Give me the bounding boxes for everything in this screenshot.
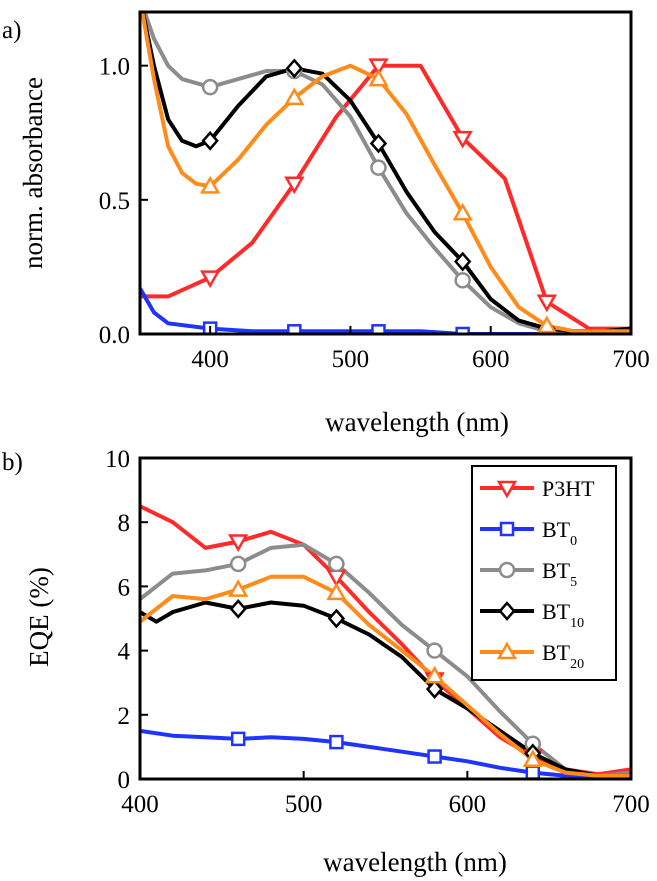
b-series-line-bt5	[140, 542, 631, 778]
b-series-line-bt20	[140, 574, 631, 778]
a-marker-p3ht	[452, 130, 473, 149]
legend-entry-label: BT0	[542, 517, 577, 549]
legend-entry-base: BT	[542, 599, 571, 624]
b-ytick-label: 8	[118, 510, 131, 537]
legend-entry-subscript: 5	[570, 575, 577, 590]
legend-marker	[499, 521, 515, 537]
b-xtick-label: 500	[285, 791, 323, 818]
legend-entry-subscript: 10	[570, 616, 584, 631]
a-series-line-bt0	[140, 287, 631, 334]
panel-b-ylabel: EQE (%)	[24, 567, 54, 667]
b-ytick-label: 6	[118, 574, 131, 601]
b-series-group	[140, 504, 631, 779]
b-marker-bt20	[424, 665, 445, 684]
panel-b-label: b)	[2, 449, 23, 476]
a-marker-bt0	[287, 324, 302, 334]
b-marker-bt10	[229, 598, 247, 619]
a-marker-bt0	[371, 324, 386, 334]
legend-entry-base: BT	[542, 558, 571, 583]
a-marker-p3ht	[199, 270, 221, 289]
a-marker-bt20	[368, 68, 389, 87]
b-ytick-label: 4	[118, 639, 131, 666]
a-series-group	[140, 12, 631, 334]
panel-a: a) norm. absorbance wavelength (nm) 400 5…	[2, 10, 650, 437]
legend-entry-base: P3HT	[542, 476, 595, 501]
legend-entry-label: BT20	[542, 640, 584, 672]
b-ytick-label: 0	[118, 767, 131, 794]
b-ytick-label: 2	[118, 703, 131, 730]
legend-marker	[496, 480, 518, 499]
a-marker-bt5	[370, 159, 387, 176]
b-marker-bt20	[228, 579, 249, 597]
a-ytick-label: 0.5	[99, 188, 130, 215]
a-marker-bt10	[285, 58, 303, 79]
a-series-line-bt10	[140, 12, 631, 334]
legend-marker	[496, 641, 518, 660]
legend-marker	[498, 561, 516, 579]
legend-entry-label: BT10	[542, 599, 584, 631]
a-marker-p3ht	[284, 176, 305, 195]
panel-a-xlabel: wavelength (nm)	[325, 407, 509, 437]
a-marker-bt10	[453, 251, 472, 272]
a-marker-bt5	[454, 272, 471, 289]
a-marker-bt5	[201, 78, 219, 96]
b-marker-bt0	[230, 731, 246, 747]
b-marker-bt10	[327, 608, 346, 629]
a-xtick-label: 700	[612, 346, 650, 373]
a-ytick-label: 1.0	[99, 54, 130, 81]
legend-entry-label: BT5	[542, 558, 577, 590]
a-axes-frame	[138, 10, 633, 336]
panel-b: b) EQE (%) wavelength (nm) 400 500 600 700 0…	[2, 446, 650, 877]
a-xtick-label: 600	[472, 346, 510, 373]
legend-box	[471, 465, 617, 681]
a-marker-bt20	[536, 315, 557, 334]
b-marker-bt20	[522, 749, 543, 767]
panel-b-xlabel: wavelength (nm)	[323, 847, 507, 877]
b-ytick-label: 10	[105, 446, 130, 473]
b-marker-bt5	[328, 555, 345, 573]
panel-a-label: a)	[2, 17, 21, 44]
panel-a-ylabel: norm. absorbance	[18, 77, 48, 269]
a-xtick-label: 500	[332, 346, 370, 373]
b-xtick-label: 400	[121, 791, 159, 818]
a-xtick-label: 400	[191, 346, 229, 373]
b-marker-bt5	[229, 555, 247, 573]
b-marker-bt0	[329, 734, 344, 750]
a-marker-bt20	[452, 202, 473, 221]
a-ytick-label: 0.0	[99, 322, 130, 349]
a-series-line-bt20	[140, 12, 631, 334]
a-marker-bt20	[199, 175, 221, 194]
legend-entry-label: P3HT	[542, 476, 595, 501]
legend-entry-subscript: 20	[570, 657, 584, 672]
b-marker-bt0	[427, 749, 442, 764]
b-xtick-label: 700	[612, 791, 650, 818]
b-xtick-label: 600	[449, 791, 487, 818]
a-marker-bt10	[369, 133, 388, 154]
legend-entry-base: BT	[542, 640, 571, 665]
legend-entry-subscript: 0	[570, 534, 577, 549]
legend-entry-base: BT	[542, 517, 571, 542]
b-marker-bt5	[426, 642, 443, 659]
a-marker-p3ht	[368, 58, 389, 77]
panel-a-plot-area: 400 500 600 700 0.0 0.5 1.0	[99, 10, 650, 373]
b-series-line-bt10	[140, 600, 631, 778]
a-series-line-p3ht	[140, 63, 631, 331]
a-marker-bt0	[455, 326, 470, 334]
b-marker-bt10	[425, 679, 444, 700]
a-marker-p3ht	[536, 294, 557, 313]
b-marker-bt0	[525, 765, 541, 779]
a-marker-bt20	[284, 87, 305, 106]
a-marker-bt10	[201, 130, 219, 151]
legend-marker	[498, 601, 516, 621]
b-marker-bt20	[326, 582, 347, 601]
b-axes-frame	[138, 456, 633, 781]
panel-b-plot-area: 400 500 600 700 0 2 4 6 8 10	[105, 446, 650, 818]
b-marker-p3ht	[228, 534, 249, 552]
b-series-line-bt0	[140, 728, 631, 778]
